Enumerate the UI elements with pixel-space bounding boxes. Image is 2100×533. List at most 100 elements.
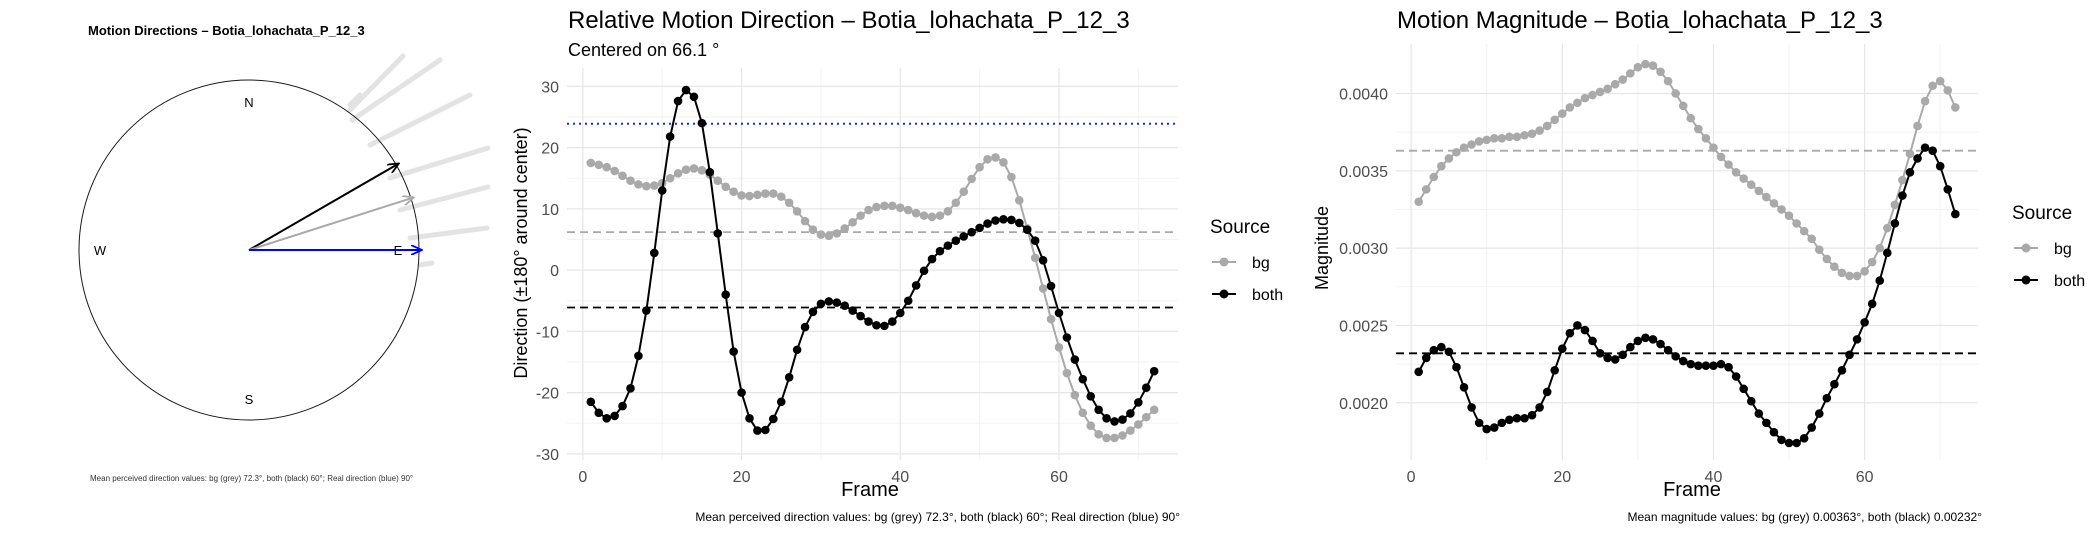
direction-point-both (832, 298, 842, 307)
magnitude-point-bg (1505, 132, 1514, 142)
direction-point-both (872, 320, 881, 330)
magnitude-point-bg (1414, 197, 1423, 207)
direction-caption: Mean perceived direction values: bg (gre… (695, 510, 1180, 524)
direction-point-both (1094, 405, 1103, 415)
direction-legend-title: Source (1210, 217, 1270, 238)
direction-point-bg (1118, 431, 1127, 440)
magnitude-point-bg (1746, 180, 1756, 190)
direction-point-both (673, 96, 683, 106)
direction-x-tick-label: 20 (733, 469, 751, 486)
magnitude-point-both (1429, 345, 1439, 355)
magnitude-point-both (1663, 345, 1673, 355)
magnitude-point-both (1595, 348, 1605, 358)
direction-chart: Relative Motion Direction – Botia_lohach… (511, 7, 1283, 524)
magnitude-point-bg (1777, 205, 1786, 214)
direction-point-bg (911, 208, 921, 218)
direction-point-both (991, 216, 1000, 225)
magnitude-point-bg (1769, 198, 1779, 208)
magnitude-point-both (1867, 299, 1877, 309)
magnitude-point-both (1686, 359, 1696, 369)
magnitude-point-bg (1489, 134, 1499, 143)
direction-point-both (697, 118, 707, 128)
direction-point-both (769, 414, 778, 424)
magnitude-point-bg (1852, 271, 1862, 281)
direction-point-bg (1014, 196, 1024, 205)
direction-point-both (1102, 414, 1111, 423)
magnitude-point-both (1807, 423, 1817, 432)
magnitude-point-bg (1928, 81, 1937, 91)
magnitude-point-bg (1890, 200, 1900, 210)
magnitude-point-both (1913, 154, 1922, 163)
direction-point-bg (983, 154, 992, 164)
direction-point-bg (1086, 421, 1096, 431)
direction-point-bg (642, 181, 651, 191)
direction-point-both (721, 290, 731, 299)
direction-point-both (586, 397, 596, 407)
direction-point-bg (816, 230, 826, 239)
direction-point-bg (840, 224, 850, 233)
direction-point-bg (1030, 253, 1040, 263)
direction-point-both (903, 296, 913, 306)
direction-y-tick-label: 10 (541, 202, 559, 219)
magnitude-point-bg (1437, 161, 1446, 171)
direction-point-both (951, 236, 961, 246)
magnitude-y-tick-label: 0.0040 (1339, 86, 1388, 103)
magnitude-chart: Motion Magnitude – Botia_lohachata_P_12_… (1312, 7, 2085, 524)
magnitude-point-both (1920, 143, 1930, 152)
magnitude-x-axis-label: Frame (1663, 479, 1721, 501)
magnitude-legend-label-bg: bg (2054, 241, 2072, 258)
magnitude-point-bg (1648, 61, 1658, 70)
direction-grid (567, 68, 1178, 460)
magnitude-chart-title: Motion Magnitude – Botia_lohachata_P_12_… (1397, 7, 1883, 34)
magnitude-y-tick-label: 0.0020 (1339, 396, 1388, 413)
direction-point-both (745, 414, 754, 423)
direction-point-both (1110, 417, 1119, 426)
direction-point-both (824, 297, 834, 306)
direction-point-both (919, 266, 929, 276)
direction-point-bg (895, 203, 905, 212)
direction-point-both (983, 219, 992, 228)
magnitude-point-both (1482, 424, 1492, 434)
magnitude-point-bg (1452, 147, 1461, 157)
magnitude-point-both (1633, 336, 1643, 346)
direction-point-bg (927, 212, 937, 222)
magnitude-point-both (1550, 366, 1560, 375)
direction-point-bg (975, 162, 984, 172)
direction-point-both (888, 317, 897, 326)
magnitude-point-bg (1739, 174, 1748, 183)
magnitude-point-bg (1837, 268, 1847, 278)
direction-point-bg (626, 176, 635, 185)
direction-legend-label-bg: bg (1252, 255, 1270, 272)
direction-point-both (761, 425, 770, 435)
magnitude-y-tick-label: 0.0035 (1339, 164, 1388, 181)
magnitude-point-bg (1520, 130, 1529, 140)
magnitude-point-both (1928, 146, 1937, 156)
direction-point-bg (792, 207, 802, 216)
magnitude-point-both (1905, 168, 1915, 177)
compass-rays (347, 53, 491, 268)
direction-point-bg (586, 158, 596, 168)
direction-point-both (1022, 225, 1032, 234)
direction-point-both (1007, 215, 1016, 225)
magnitude-point-both (1678, 356, 1688, 366)
magnitude-point-bg (1807, 234, 1817, 244)
magnitude-legend-label-both: both (2054, 273, 2085, 290)
magnitude-point-both (1497, 418, 1507, 428)
magnitude-point-bg (1671, 89, 1680, 98)
magnitude-point-both (1852, 335, 1862, 344)
direction-point-bg (888, 201, 897, 211)
magnitude-x-tick-label: 20 (1553, 469, 1571, 486)
direction-point-bg (761, 189, 770, 198)
compass-label-s: S (245, 392, 254, 407)
direction-reference-lines (567, 122, 1178, 309)
magnitude-point-bg (1830, 262, 1839, 271)
direction-point-both (689, 92, 699, 102)
magnitude-point-bg (1474, 137, 1484, 146)
direction-point-bg (1070, 390, 1080, 400)
compass-ray (417, 260, 435, 268)
direction-y-tick-label: -30 (536, 447, 559, 464)
magnitude-point-both (1573, 321, 1582, 330)
magnitude-point-bg (1663, 76, 1673, 86)
magnitude-point-bg (1784, 211, 1794, 220)
